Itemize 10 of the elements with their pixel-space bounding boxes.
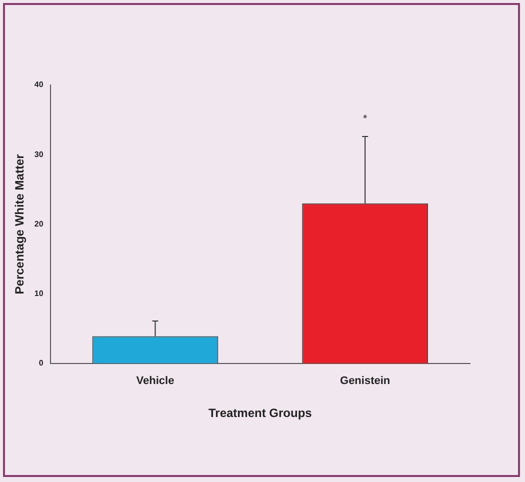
y-axis-title: Percentage White Matter — [12, 154, 27, 294]
y-tick-label: 0 — [38, 358, 44, 368]
y-tick-label: 20 — [34, 219, 44, 228]
y-tick-label: 30 — [34, 150, 44, 159]
y-tick-label: 10 — [34, 289, 44, 298]
x-tick-label: Vehicle — [136, 375, 174, 388]
x-axis-title: Treatment Groups — [208, 406, 312, 420]
annotation: * — [363, 113, 368, 124]
x-tick-label: Genistein — [340, 375, 390, 388]
y-tick-label: 40 — [34, 80, 44, 90]
